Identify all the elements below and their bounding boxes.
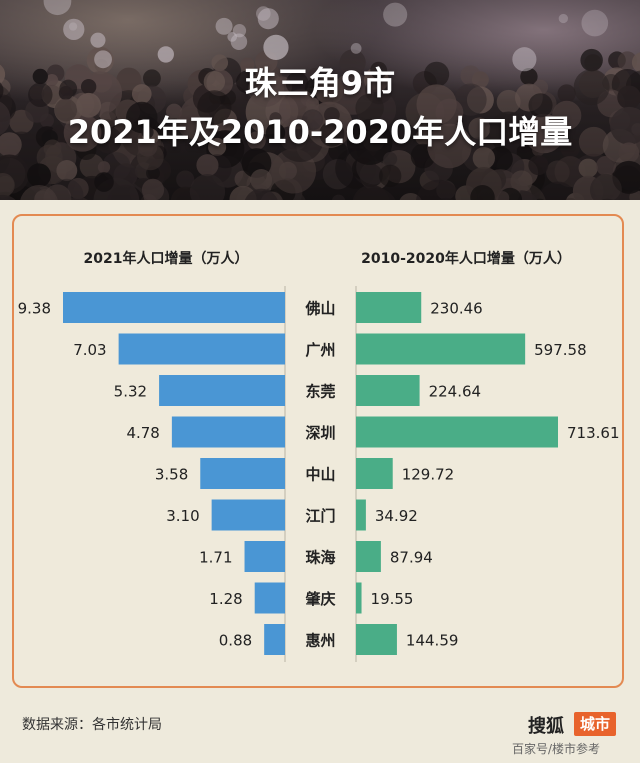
right-value-label: 230.46 [430, 300, 483, 318]
category-label: 珠海 [305, 549, 335, 567]
chart-title-line1: 珠三角9市 [244, 64, 396, 102]
right-bar [356, 458, 393, 489]
left-value-label: 5.32 [114, 383, 147, 401]
category-label: 东莞 [305, 383, 335, 401]
right-value-label: 19.55 [371, 590, 414, 608]
left-value-label: 9.38 [18, 300, 51, 318]
left-value-label: 3.58 [155, 466, 188, 484]
data-source: 数据来源：各市统计局 [22, 717, 162, 733]
right-value-label: 129.72 [402, 466, 455, 484]
right-bar [356, 375, 420, 406]
right-bar [356, 333, 526, 365]
left-value-label: 7.03 [73, 341, 106, 359]
left-bar [211, 499, 285, 531]
right-value-label: 597.58 [534, 341, 587, 359]
left-value-label: 1.71 [199, 549, 232, 567]
brand-logo: 搜狐 [528, 716, 564, 737]
left-series-header: 2021年人口增量（万人） [84, 250, 249, 267]
category-label: 佛山 [304, 300, 335, 318]
category-label: 江门 [305, 507, 335, 525]
left-bar [63, 292, 285, 323]
right-bar [356, 416, 558, 448]
right-bar [356, 624, 397, 655]
chart-title-line2: 2021年及2010-2020年人口增量 [67, 113, 573, 151]
category-label: 中山 [305, 466, 335, 484]
category-label: 深圳 [305, 424, 335, 442]
right-bar [356, 292, 422, 323]
left-bar [264, 624, 285, 655]
category-label: 惠州 [305, 632, 335, 650]
category-label: 广州 [305, 341, 335, 359]
category-label: 肇庆 [304, 590, 335, 608]
crowd-background-image [0, 0, 640, 200]
left-bar [200, 458, 285, 489]
right-value-label: 34.92 [375, 507, 418, 525]
right-value-label: 713.61 [567, 424, 620, 442]
right-value-label: 87.94 [390, 549, 433, 567]
left-bar [254, 582, 285, 614]
left-value-label: 3.10 [166, 507, 199, 525]
right-value-label: 144.59 [406, 632, 459, 650]
butterfly-bar-chart: 2021年人口增量（万人） 2010-2020年人口增量（万人） 9.38 230.4… [18, 250, 620, 662]
right-series-header: 2010-2020年人口增量（万人） [361, 250, 571, 267]
right-bar [356, 541, 381, 572]
left-value-label: 1.28 [209, 590, 242, 608]
left-bar [118, 333, 285, 365]
left-value-label: 0.88 [219, 632, 252, 650]
hero-banner: 珠三角9市 2021年及2010-2020年人口增量 [0, 0, 640, 200]
right-bar [356, 499, 366, 531]
right-value-label: 224.64 [429, 383, 482, 401]
chart-panel: 2021年人口增量（万人） 2010-2020年人口增量（万人） 9.38 230.4… [12, 214, 624, 688]
right-bar [356, 582, 362, 614]
left-bar [244, 541, 285, 572]
hero-shade [0, 0, 640, 200]
left-value-label: 4.78 [126, 424, 159, 442]
left-bar [171, 416, 285, 448]
brand-tag: 城市 [574, 712, 617, 736]
left-bar [159, 375, 285, 406]
watermark: 百家号/楼市参考 [512, 742, 601, 756]
